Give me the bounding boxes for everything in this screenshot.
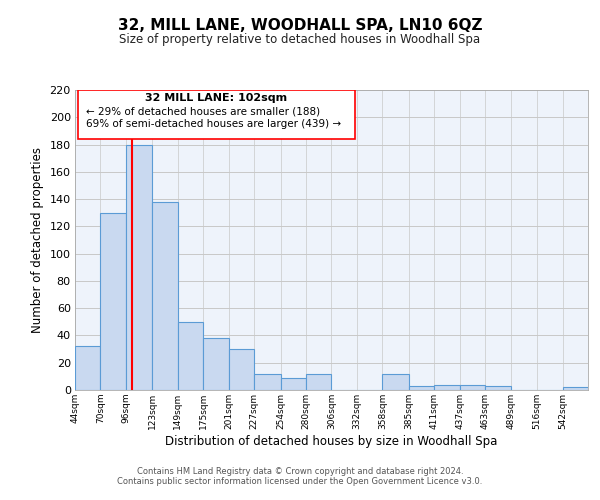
Y-axis label: Number of detached properties: Number of detached properties xyxy=(31,147,44,333)
Bar xyxy=(485,386,511,390)
Text: Size of property relative to detached houses in Woodhall Spa: Size of property relative to detached ho… xyxy=(119,32,481,46)
Text: ← 29% of detached houses are smaller (188): ← 29% of detached houses are smaller (18… xyxy=(86,106,320,117)
Bar xyxy=(178,322,203,390)
Bar xyxy=(382,374,409,390)
Text: Contains HM Land Registry data © Crown copyright and database right 2024.: Contains HM Land Registry data © Crown c… xyxy=(137,467,463,476)
Text: Contains public sector information licensed under the Open Government Licence v3: Contains public sector information licen… xyxy=(118,477,482,486)
Bar xyxy=(306,374,331,390)
Bar xyxy=(203,338,229,390)
Text: 32 MILL LANE: 102sqm: 32 MILL LANE: 102sqm xyxy=(145,94,287,104)
Text: 32, MILL LANE, WOODHALL SPA, LN10 6QZ: 32, MILL LANE, WOODHALL SPA, LN10 6QZ xyxy=(118,18,482,32)
Bar xyxy=(563,388,588,390)
Bar xyxy=(152,202,178,390)
Bar xyxy=(254,374,281,390)
Bar xyxy=(78,90,355,139)
Bar xyxy=(281,378,306,390)
Bar xyxy=(409,386,434,390)
Bar xyxy=(434,384,460,390)
Bar xyxy=(100,212,126,390)
Bar xyxy=(75,346,100,390)
X-axis label: Distribution of detached houses by size in Woodhall Spa: Distribution of detached houses by size … xyxy=(166,434,497,448)
Bar xyxy=(126,144,152,390)
Bar xyxy=(229,349,254,390)
Text: 69% of semi-detached houses are larger (439) →: 69% of semi-detached houses are larger (… xyxy=(86,118,341,128)
Bar xyxy=(460,384,485,390)
